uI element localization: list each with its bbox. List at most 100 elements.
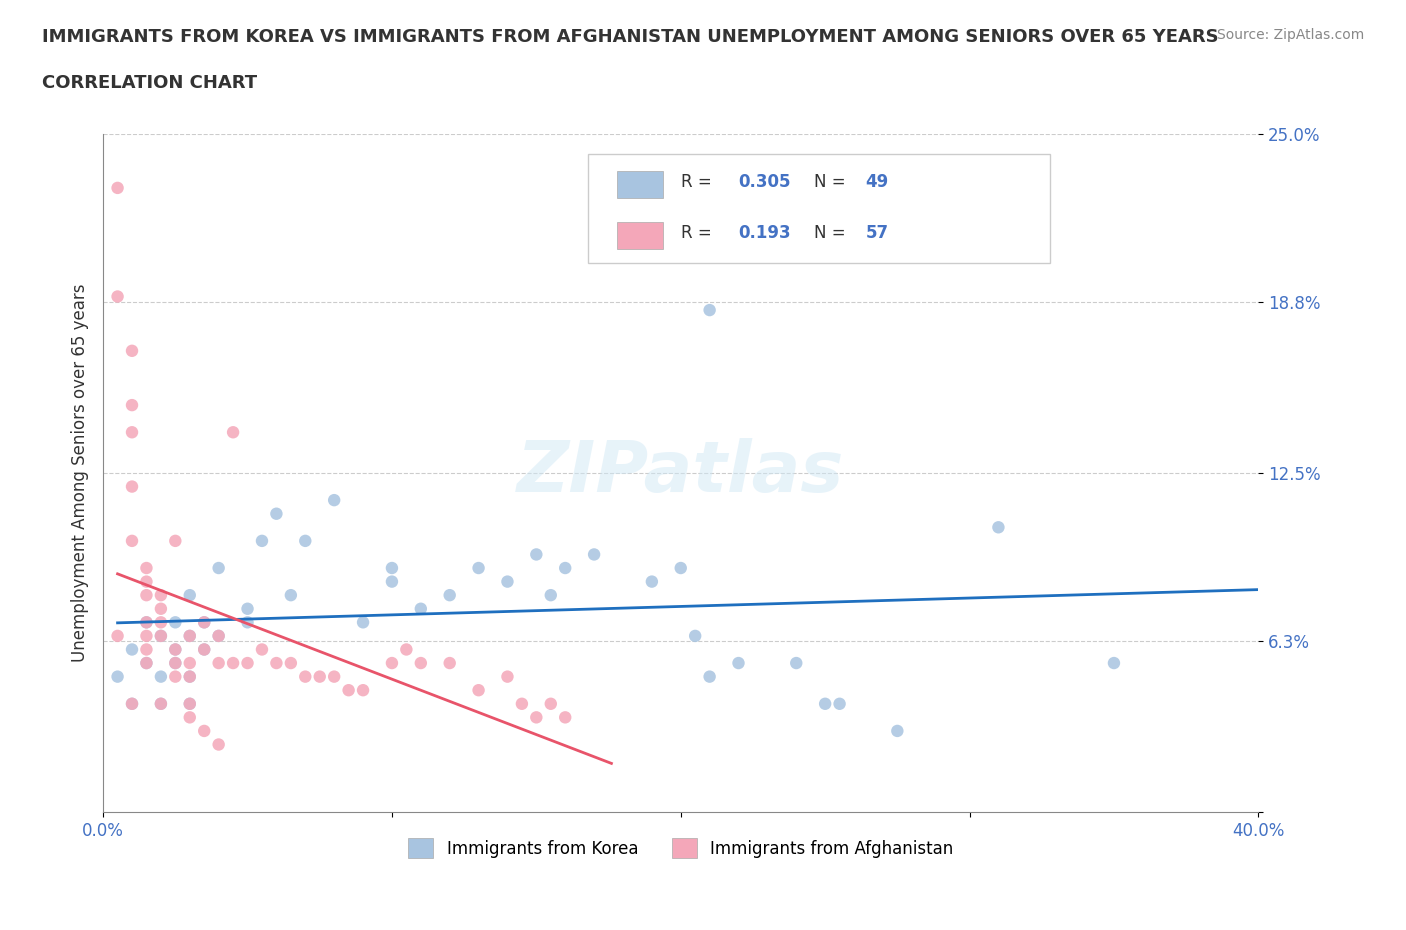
FancyBboxPatch shape bbox=[617, 222, 664, 249]
Point bbox=[236, 602, 259, 617]
Point bbox=[121, 343, 143, 358]
Point bbox=[409, 656, 432, 671]
Text: ZIPatlas: ZIPatlas bbox=[517, 438, 845, 508]
Point bbox=[381, 561, 404, 576]
Point bbox=[987, 520, 1010, 535]
Point bbox=[323, 493, 346, 508]
Point bbox=[669, 561, 692, 576]
Point bbox=[121, 697, 143, 711]
Point bbox=[381, 574, 404, 589]
Point bbox=[107, 180, 129, 195]
Y-axis label: Unemployment Among Seniors over 65 years: Unemployment Among Seniors over 65 years bbox=[72, 284, 89, 662]
Point bbox=[165, 642, 187, 657]
Text: 0.305: 0.305 bbox=[738, 174, 792, 192]
Point bbox=[294, 534, 316, 549]
Point bbox=[121, 534, 143, 549]
Point bbox=[179, 710, 201, 724]
Point bbox=[165, 670, 187, 684]
Point bbox=[208, 737, 231, 752]
Point bbox=[149, 602, 172, 617]
Point bbox=[107, 629, 129, 644]
FancyBboxPatch shape bbox=[588, 154, 1050, 262]
Point bbox=[583, 547, 606, 562]
Point bbox=[135, 615, 157, 630]
Point bbox=[121, 697, 143, 711]
Point bbox=[439, 656, 461, 671]
Point bbox=[149, 629, 172, 644]
Point bbox=[135, 642, 157, 657]
Point bbox=[699, 670, 721, 684]
Text: N =: N = bbox=[814, 174, 851, 192]
Point bbox=[510, 697, 533, 711]
Point bbox=[337, 683, 360, 698]
Point bbox=[886, 724, 908, 738]
Point bbox=[149, 697, 172, 711]
Point bbox=[107, 670, 129, 684]
Point bbox=[135, 561, 157, 576]
Point bbox=[222, 656, 245, 671]
Point bbox=[179, 588, 201, 603]
Point bbox=[250, 642, 273, 657]
Point bbox=[135, 656, 157, 671]
Point bbox=[467, 561, 489, 576]
Point bbox=[250, 534, 273, 549]
Text: 57: 57 bbox=[866, 224, 889, 243]
Point bbox=[641, 574, 664, 589]
Text: Source: ZipAtlas.com: Source: ZipAtlas.com bbox=[1216, 28, 1364, 42]
Legend: Immigrants from Korea, Immigrants from Afghanistan: Immigrants from Korea, Immigrants from A… bbox=[402, 831, 960, 865]
Point bbox=[193, 724, 215, 738]
Point bbox=[814, 697, 837, 711]
Point bbox=[121, 642, 143, 657]
Point bbox=[1102, 656, 1125, 671]
Point bbox=[683, 629, 706, 644]
Point bbox=[785, 656, 807, 671]
Point bbox=[165, 534, 187, 549]
Point bbox=[554, 710, 576, 724]
Point bbox=[149, 697, 172, 711]
Point bbox=[524, 547, 547, 562]
Text: 49: 49 bbox=[866, 174, 889, 192]
Point bbox=[165, 656, 187, 671]
Point bbox=[208, 656, 231, 671]
Text: 0.193: 0.193 bbox=[738, 224, 792, 243]
Point bbox=[149, 588, 172, 603]
Point bbox=[179, 629, 201, 644]
Point bbox=[121, 398, 143, 413]
Point bbox=[699, 302, 721, 317]
Point bbox=[395, 642, 418, 657]
Point bbox=[727, 656, 749, 671]
Point bbox=[179, 670, 201, 684]
Point bbox=[467, 683, 489, 698]
Text: CORRELATION CHART: CORRELATION CHART bbox=[42, 74, 257, 92]
Point bbox=[540, 697, 562, 711]
Point bbox=[323, 670, 346, 684]
Point bbox=[121, 425, 143, 440]
Point bbox=[135, 588, 157, 603]
Point bbox=[352, 615, 374, 630]
Text: IMMIGRANTS FROM KOREA VS IMMIGRANTS FROM AFGHANISTAN UNEMPLOYMENT AMONG SENIORS : IMMIGRANTS FROM KOREA VS IMMIGRANTS FROM… bbox=[42, 28, 1219, 46]
Point bbox=[121, 479, 143, 494]
Point bbox=[540, 588, 562, 603]
Point bbox=[179, 697, 201, 711]
Text: N =: N = bbox=[814, 224, 851, 243]
Point bbox=[208, 561, 231, 576]
Point bbox=[409, 602, 432, 617]
Point bbox=[352, 683, 374, 698]
Point bbox=[135, 615, 157, 630]
FancyBboxPatch shape bbox=[617, 171, 664, 198]
Point bbox=[107, 289, 129, 304]
Point bbox=[135, 574, 157, 589]
Point bbox=[496, 670, 519, 684]
Point bbox=[135, 656, 157, 671]
Point bbox=[828, 697, 851, 711]
Point bbox=[280, 656, 302, 671]
Point bbox=[496, 574, 519, 589]
Point bbox=[266, 656, 288, 671]
Point bbox=[165, 656, 187, 671]
Point bbox=[193, 615, 215, 630]
Point bbox=[554, 561, 576, 576]
Point bbox=[165, 615, 187, 630]
Point bbox=[524, 710, 547, 724]
Point bbox=[179, 656, 201, 671]
Point bbox=[208, 629, 231, 644]
